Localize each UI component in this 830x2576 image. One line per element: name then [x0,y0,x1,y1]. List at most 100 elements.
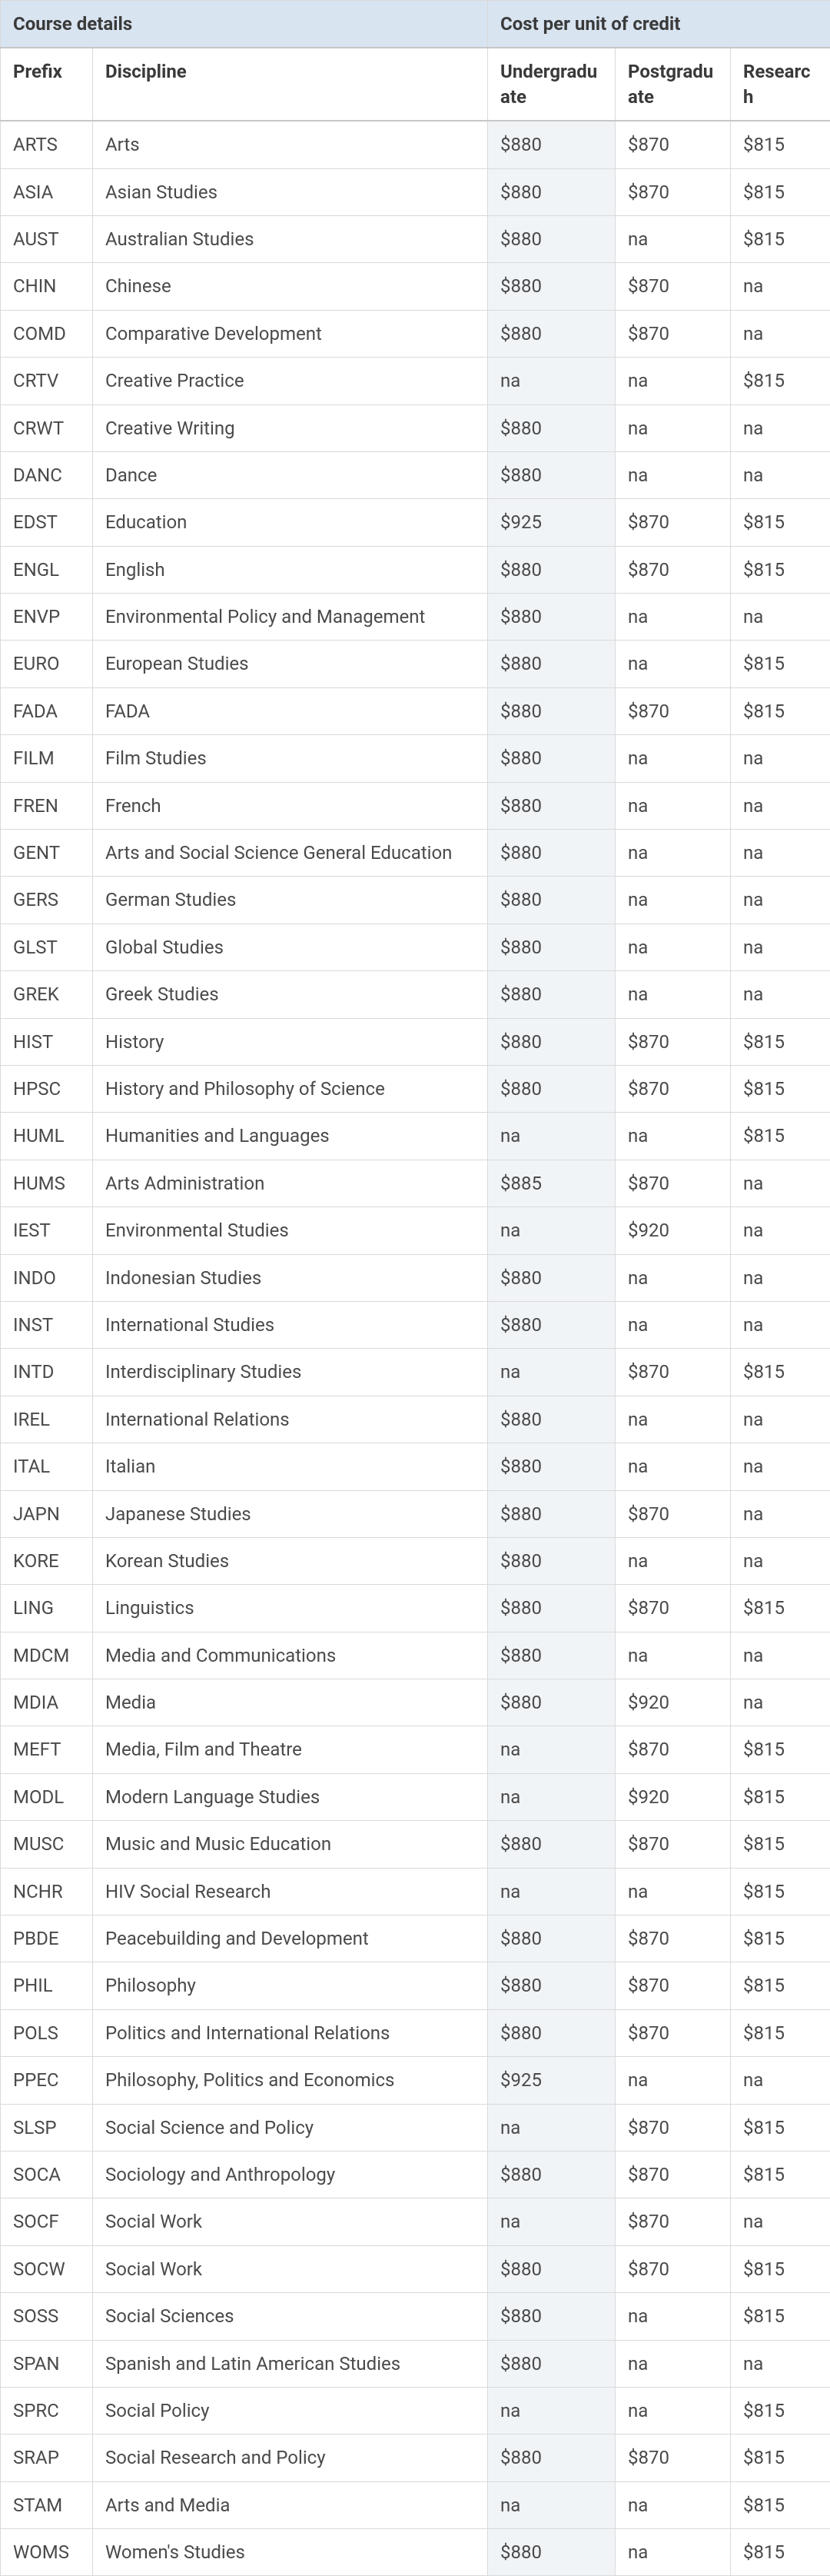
cell-prefix: POLS [1,2009,93,2056]
cell-prefix: LING [1,1585,93,1632]
cell-postgraduate: na [616,215,731,262]
cell-research: na [731,1679,830,1726]
cell-postgraduate: $870 [616,168,731,215]
cell-postgraduate: na [616,2293,731,2340]
table-row: SOSSSocial Sciences$880na$815 [1,2293,830,2340]
table-row: SPANSpanish and Latin American Studies$8… [1,2340,830,2387]
cell-discipline: Creative Writing [93,404,488,451]
cell-research: na [731,1632,830,1679]
table-row: KOREKorean Studies$880nana [1,1537,830,1584]
table-row: SOCFSocial Workna$870na [1,2198,830,2245]
cell-postgraduate: $870 [616,1726,731,1773]
table-row: NCHRHIV Social Researchnana$815 [1,1868,830,1915]
table-row: FADAFADA$880$870$815 [1,687,830,734]
table-header: Course details Cost per unit of credit P… [1,1,830,121]
cell-prefix: WOMS [1,2529,93,2576]
cell-research: $815 [731,546,830,593]
cell-discipline: History and Philosophy of Science [93,1065,488,1112]
cell-postgraduate: $870 [616,2435,731,2481]
cell-research: na [731,924,830,970]
cell-research: $815 [731,121,830,168]
cell-postgraduate: $870 [616,2104,731,2151]
cell-research: $815 [731,1915,830,1962]
cell-research: $815 [731,2387,830,2434]
cell-undergraduate: $880 [488,2435,616,2481]
cell-discipline: Interdisciplinary Studies [93,1349,488,1396]
cell-discipline: Arts and Media [93,2481,488,2528]
cell-research: na [731,310,830,357]
cell-prefix: MEFT [1,1726,93,1773]
cell-postgraduate: na [616,1396,731,1443]
table-row: SPRCSocial Policynana$815 [1,2387,830,2434]
cell-postgraduate: $870 [616,1585,731,1632]
cell-postgraduate: $870 [616,2198,731,2245]
cell-postgraduate: $920 [616,1679,731,1726]
cell-undergraduate: $880 [488,2529,616,2576]
cell-prefix: SOCW [1,2245,93,2292]
cell-postgraduate: na [616,1113,731,1160]
table-row: INTDInterdisciplinary Studiesna$870$815 [1,1349,830,1396]
cell-undergraduate: $925 [488,2057,616,2104]
cell-discipline: Film Studies [93,735,488,782]
table-row: IESTEnvironmental Studiesna$920na [1,1207,830,1254]
cell-research: na [731,1207,830,1254]
cell-postgraduate: $870 [616,1018,731,1065]
table-row: EDSTEducation$925$870$815 [1,499,830,546]
cell-research: $815 [731,641,830,687]
table-row: AUSTAustralian Studies$880na$815 [1,215,830,262]
cell-research: $815 [731,1065,830,1112]
table-row: ASIAAsian Studies$880$870$815 [1,168,830,215]
cell-postgraduate: $870 [616,546,731,593]
cell-undergraduate: $880 [488,1065,616,1112]
cell-postgraduate: na [616,2529,731,2576]
cell-undergraduate: $880 [488,546,616,593]
table-row: MDIAMedia$880$920na [1,1679,830,1726]
cell-undergraduate: $880 [488,971,616,1018]
cell-undergraduate: na [488,1868,616,1915]
cell-prefix: INTD [1,1349,93,1396]
cell-discipline: Chinese [93,263,488,310]
cell-research: na [731,2198,830,2245]
cell-postgraduate: $870 [616,1915,731,1962]
cell-postgraduate: $870 [616,1962,731,2009]
cell-research: na [731,2340,830,2387]
cell-postgraduate: $870 [616,1821,731,1868]
cell-undergraduate: $880 [488,924,616,970]
cell-research: na [731,263,830,310]
cell-research: na [731,2057,830,2104]
cell-discipline: English [93,546,488,593]
table-row: MEFTMedia, Film and Theatrena$870$815 [1,1726,830,1773]
cell-postgraduate: na [616,1301,731,1348]
cell-undergraduate: na [488,1113,616,1160]
cell-discipline: Peacebuilding and Development [93,1915,488,1962]
cell-undergraduate: $880 [488,215,616,262]
cell-research: $815 [731,2151,830,2198]
table-row: GERSGerman Studies$880nana [1,877,830,924]
cell-prefix: MDCM [1,1632,93,1679]
table-row: SOCWSocial Work$880$870$815 [1,2245,830,2292]
cell-research: $815 [731,215,830,262]
cell-undergraduate: $880 [488,1915,616,1962]
cell-prefix: PPEC [1,2057,93,2104]
cell-prefix: IEST [1,1207,93,1254]
cell-prefix: SOSS [1,2293,93,2340]
table-row: ENGLEnglish$880$870$815 [1,546,830,593]
table-row: PBDEPeacebuilding and Development$880$87… [1,1915,830,1962]
cell-research: na [731,1443,830,1490]
cell-undergraduate: $880 [488,1585,616,1632]
table-row: GREKGreek Studies$880nana [1,971,830,1018]
cell-discipline: HIV Social Research [93,1868,488,1915]
cell-research: na [731,451,830,498]
cell-postgraduate: na [616,358,731,404]
table-row: SRAPSocial Research and Policy$880$870$8… [1,2435,830,2481]
table-row: HPSCHistory and Philosophy of Science$88… [1,1065,830,1112]
cell-undergraduate: $880 [488,1679,616,1726]
cell-prefix: MUSC [1,1821,93,1868]
table-row: COMDComparative Development$880$870na [1,310,830,357]
cell-discipline: Modern Language Studies [93,1773,488,1820]
cell-research: $815 [731,2293,830,2340]
cell-undergraduate: $880 [488,2009,616,2056]
header-course-details: Course details [1,1,488,48]
cell-research: na [731,1537,830,1584]
cell-prefix: FADA [1,687,93,734]
